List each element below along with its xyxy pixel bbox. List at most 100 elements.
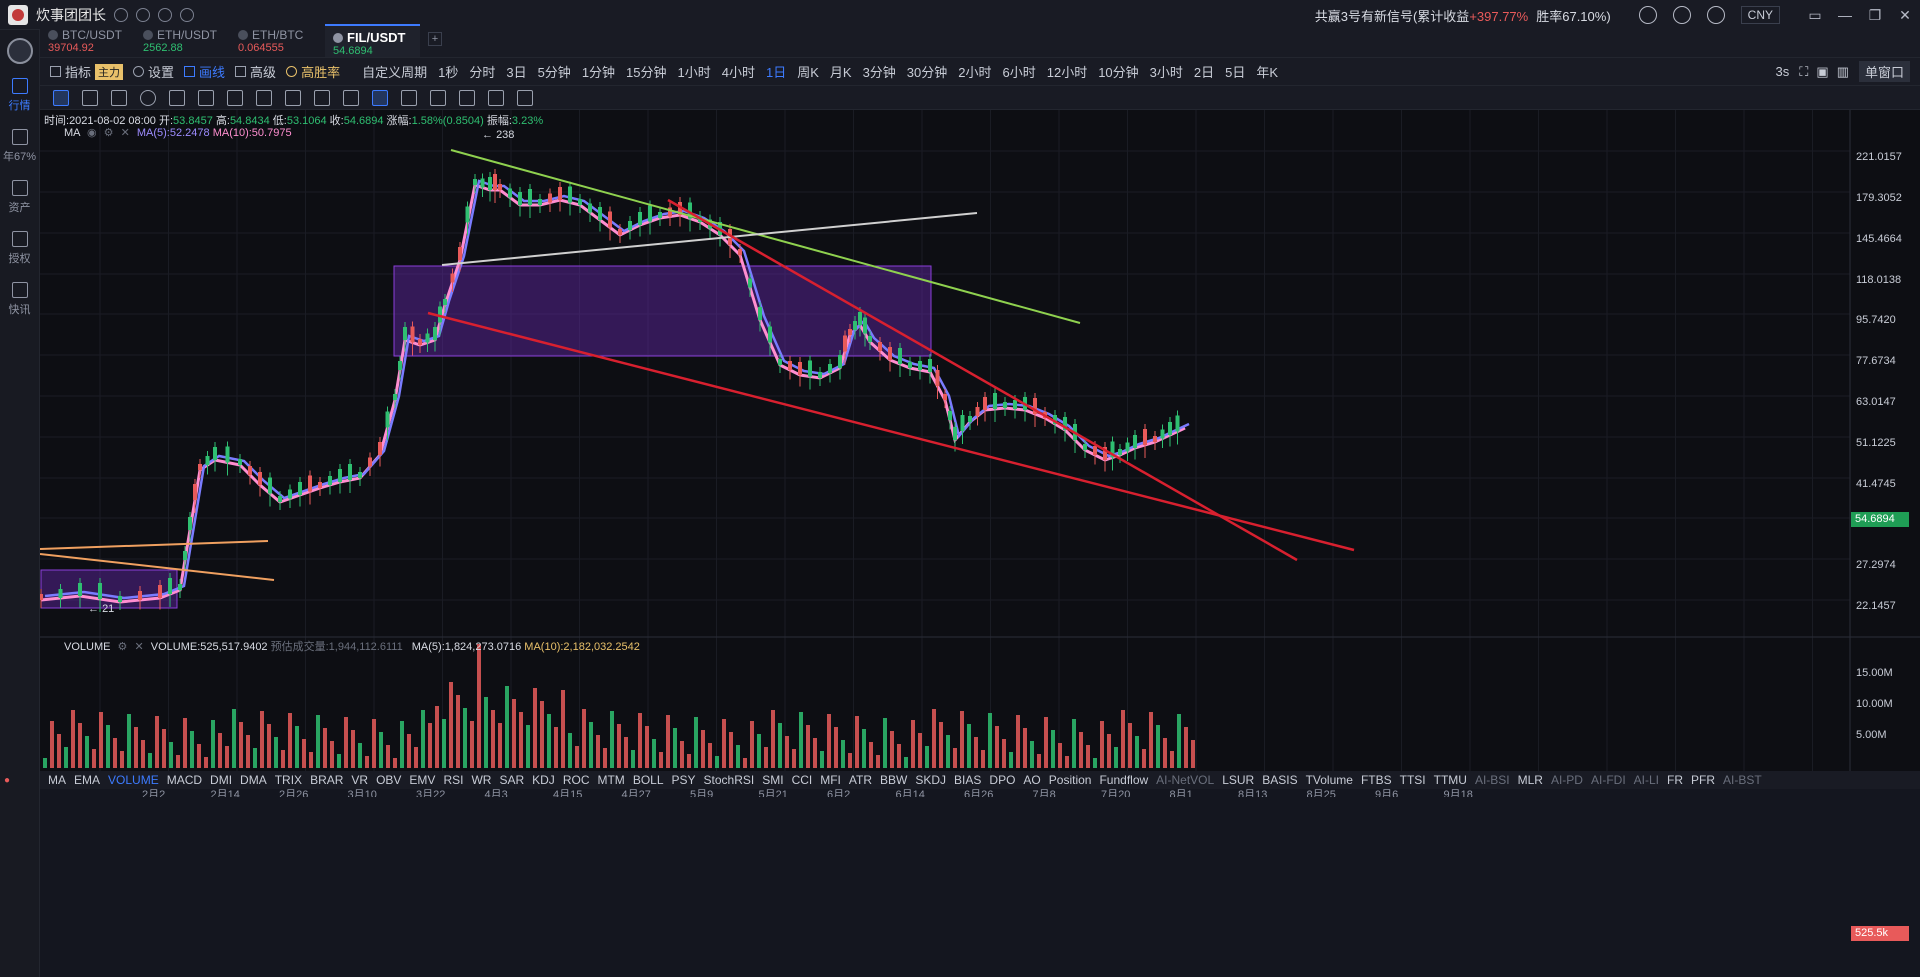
indicator-ema[interactable]: EMA [74,773,101,787]
volume-name[interactable]: VOLUME [64,641,111,653]
period-30分钟[interactable]: 30分钟 [906,65,948,80]
vol-settings-icon[interactable]: ⚙ [117,641,128,653]
indicator-ttmu[interactable]: TTMU [1433,773,1467,787]
custom-period-button[interactable]: 自定义周期 [362,65,428,80]
indicator-ao[interactable]: AO [1023,773,1041,787]
chart-area[interactable] [39,110,1920,771]
indicator-mfi[interactable]: MFI [820,773,841,787]
nav-item-3[interactable]: 授权 [0,231,39,266]
tab-eth-usdt[interactable]: ETH/USDT 2562.88 [135,24,230,57]
magnet-icon[interactable] [285,89,301,106]
trend-tool-icon[interactable] [372,89,388,106]
indicator-position[interactable]: Position [1048,773,1092,787]
indicator-kdj[interactable]: KDJ [532,773,555,787]
period-年K[interactable]: 年K [1256,65,1279,80]
settings-icon[interactable] [158,7,172,22]
layout-icon[interactable]: ▥ [1836,63,1849,79]
nav-item-4[interactable]: 快讯 [0,282,39,317]
indicator-roc[interactable]: ROC [562,773,590,787]
ma-close-icon[interactable]: ✕ [120,127,130,139]
text-tool-icon[interactable] [256,89,272,106]
indicator-ttsi[interactable]: TTSI [1399,773,1426,787]
indicator-dma[interactable]: DMA [240,773,267,787]
settings-button[interactable]: 设置 [133,62,174,81]
ellipse-tool-icon[interactable] [140,89,156,106]
indicator-cci[interactable]: CCI [791,773,813,787]
measure-tool-icon[interactable] [227,89,243,106]
channel-tool-icon[interactable] [111,89,127,106]
indicator-ai-pd[interactable]: AI-PD [1550,773,1583,787]
trash-icon[interactable] [517,89,533,106]
ruler-icon[interactable] [343,89,359,106]
indicator-button[interactable]: 指标 主力 [50,62,124,81]
tab-btc-usdt[interactable]: BTC/USDT 39704.92 [40,24,135,57]
period-1小时[interactable]: 1小时 [677,65,711,80]
hide-drawings-icon[interactable] [314,89,330,106]
bell-icon[interactable] [1638,6,1657,24]
wave-tool-icon[interactable] [198,89,214,106]
indicator-psy[interactable]: PSY [671,773,696,787]
add-tab-button[interactable]: + [428,32,442,46]
indicator-skdj[interactable]: SKDJ [915,773,947,787]
period-5分钟[interactable]: 5分钟 [537,65,571,80]
indicator-boll[interactable]: BOLL [632,773,664,787]
nav-logo[interactable] [7,38,33,64]
indicator-ai-bsi[interactable]: AI-BSI [1474,773,1510,787]
tab-eth-btc[interactable]: ETH/BTC 0.064555 [230,24,325,57]
window-mode-select[interactable]: 单窗口 [1858,61,1910,82]
nav-item-2[interactable]: 资产 [0,180,39,215]
indicator-bias[interactable]: BIAS [954,773,982,787]
indicator-ai-netvol[interactable]: AI-NetVOL [1156,773,1215,787]
period-分时[interactable]: 分时 [469,65,496,80]
indicator-emv[interactable]: EMV [409,773,436,787]
indicator-wr[interactable]: WR [471,773,492,787]
indicator-bbw[interactable]: BBW [880,773,908,787]
period-1秒[interactable]: 1秒 [438,65,459,80]
clock-icon[interactable] [180,7,194,22]
edit-icon[interactable] [488,89,504,106]
screenshot-icon[interactable]: ▣ [1816,63,1829,79]
period-1分钟[interactable]: 1分钟 [581,65,616,80]
indicator-macd[interactable]: MACD [166,773,203,787]
search-icon[interactable] [1672,6,1691,24]
nav-item-0[interactable]: 行情 [0,78,39,113]
pause-icon[interactable] [114,7,128,22]
indicator-fr[interactable]: FR [1667,773,1683,787]
vol-close-icon[interactable]: ✕ [134,641,144,653]
signal-notice[interactable]: 共赢3号有新信号(累计收益+397.77% [1315,6,1528,25]
period-3分钟[interactable]: 3分钟 [862,65,896,80]
close-icon[interactable]: ✕ [1899,6,1911,23]
period-6小时[interactable]: 6小时 [1002,65,1036,80]
indicator-pfr[interactable]: PFR [1691,773,1715,787]
line-tool-icon[interactable] [82,89,98,106]
period-15分钟[interactable]: 15分钟 [626,65,667,80]
period-10分钟[interactable]: 10分钟 [1098,65,1139,80]
period-3日[interactable]: 3日 [506,65,527,80]
indicator-mlr[interactable]: MLR [1517,773,1543,787]
indicator-atr[interactable]: ATR [848,773,873,787]
indicator-lsur[interactable]: LSUR [1222,773,1255,787]
fib-tool-icon[interactable] [169,89,185,106]
indicator-trix[interactable]: TRIX [274,773,303,787]
indicator-basis[interactable]: BASIS [1262,773,1298,787]
indicator-sar[interactable]: SAR [499,773,525,787]
copy-icon[interactable] [459,89,475,106]
currency-select[interactable]: CNY [1740,6,1780,24]
nav-item-1[interactable]: 年67% [0,129,39,164]
maximize-icon[interactable]: ❐ [1868,6,1882,23]
candlestick-chart[interactable] [39,110,1920,771]
indicator-dmi[interactable]: DMI [210,773,233,787]
indicator-rsi[interactable]: RSI [443,773,464,787]
indicator-obv[interactable]: OBV [376,773,402,787]
indicator-ftbs[interactable]: FTBS [1360,773,1392,787]
indicator-brar[interactable]: BRAR [310,773,344,787]
period-2小时[interactable]: 2小时 [958,65,992,80]
indicator-tvolume[interactable]: TVolume [1305,773,1353,787]
crosshair-icon[interactable] [53,89,69,106]
period-4小时[interactable]: 4小时 [721,65,755,80]
indicator-ai-bst[interactable]: AI-BST [1723,773,1762,787]
draw-button[interactable]: 画线 [184,62,225,81]
indicator-dpo[interactable]: DPO [989,773,1016,787]
fullscreen-icon[interactable]: ⛶ [1799,63,1809,79]
indicator-volume[interactable]: VOLUME [108,773,159,787]
